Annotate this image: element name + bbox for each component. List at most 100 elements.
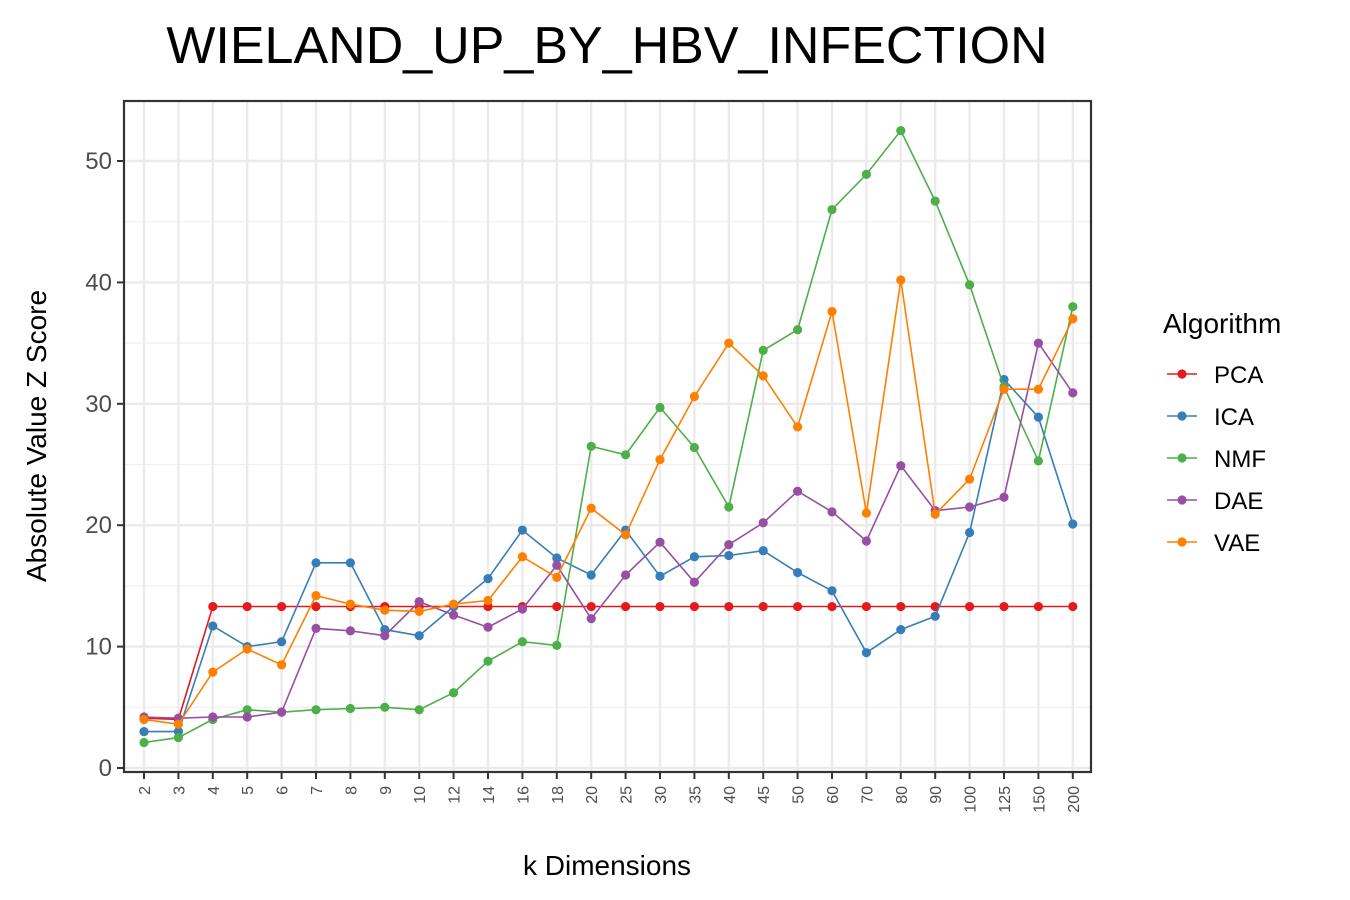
data-point-nmf: [345, 703, 355, 714]
data-point-nmf: [552, 640, 562, 650]
legend-key-point: [1177, 411, 1187, 421]
legend-label: PCA: [1214, 362, 1263, 389]
x-tick-label: 10: [412, 786, 429, 804]
data-point-dae: [208, 712, 218, 722]
x-tick-label: 3: [171, 786, 188, 795]
x-tick-label: 35: [687, 786, 704, 804]
x-tick-label: 2: [137, 786, 154, 795]
chart-title: WIELAND_UP_BY_HBV_INFECTION: [166, 17, 1047, 75]
data-point-ica: [414, 631, 424, 641]
data-point-vae: [173, 719, 183, 729]
data-point-dae: [552, 560, 562, 570]
data-point-nmf: [758, 345, 768, 355]
data-point-ica: [1033, 412, 1043, 422]
x-tick-label: 45: [756, 786, 773, 804]
y-tick-label: 10: [85, 634, 112, 661]
y-tick-label: 0: [99, 755, 112, 782]
x-tick-label: 9: [378, 786, 395, 795]
data-point-ica: [483, 574, 493, 584]
data-point-vae: [896, 275, 906, 285]
x-tick-label: 12: [447, 786, 464, 804]
x-tick-label: 125: [997, 786, 1014, 813]
data-point-vae: [311, 591, 321, 601]
data-point-pca: [999, 601, 1009, 612]
x-tick-label: 25: [619, 786, 636, 804]
data-point-nmf: [621, 450, 631, 460]
data-point-nmf: [930, 196, 940, 206]
data-point-ica: [345, 558, 355, 568]
x-tick-label: 4: [206, 786, 223, 795]
x-tick-label: 40: [722, 786, 739, 804]
legend-title: Algorithm: [1163, 308, 1281, 339]
data-point-dae: [449, 610, 459, 620]
data-point-vae: [242, 644, 252, 654]
data-point-vae: [689, 391, 700, 402]
data-point-vae: [793, 422, 803, 432]
data-point-dae: [345, 626, 355, 636]
data-point-nmf: [173, 733, 183, 743]
series-layer: [139, 126, 1078, 748]
data-point-nmf: [1033, 456, 1043, 466]
data-point-nmf: [517, 637, 528, 647]
data-point-nmf: [655, 402, 665, 413]
series-line-dae: [143, 341, 1074, 720]
data-point-dae: [793, 486, 803, 496]
data-point-vae: [277, 660, 287, 670]
data-point-dae: [517, 604, 528, 614]
data-point-dae: [999, 492, 1009, 502]
data-point-dae: [586, 614, 596, 624]
data-point-dae: [896, 461, 906, 471]
x-tick-label: 60: [825, 786, 842, 804]
data-point-dae: [861, 536, 872, 546]
data-point-ica: [586, 570, 596, 580]
data-point-pca: [208, 601, 218, 612]
x-tick-label: 20: [584, 786, 601, 804]
data-point-ica: [827, 586, 837, 596]
data-point-vae: [517, 552, 528, 562]
data-point-dae: [758, 518, 768, 528]
data-point-vae: [345, 599, 355, 609]
data-point-vae: [483, 595, 493, 606]
data-point-ica: [965, 527, 975, 538]
data-point-vae: [758, 371, 768, 381]
legend-key-point: [1177, 369, 1187, 379]
data-point-pca: [311, 601, 321, 612]
data-point-pca: [793, 601, 803, 612]
data-point-dae: [311, 623, 321, 633]
plot-border: [122, 99, 1093, 774]
data-point-nmf: [449, 688, 459, 698]
data-point-ica: [139, 726, 149, 737]
data-point-ica: [311, 558, 321, 568]
data-point-vae: [1033, 384, 1043, 394]
data-point-vae: [414, 606, 424, 616]
data-point-dae: [483, 622, 493, 632]
legend-item-dae: DAE: [1167, 488, 1263, 515]
x-tick-label: 50: [791, 786, 808, 804]
legend-item-pca: PCA: [1167, 362, 1263, 389]
data-point-ica: [517, 525, 528, 535]
data-point-pca: [1068, 601, 1078, 612]
data-point-vae: [965, 474, 975, 484]
x-tick-label: 6: [275, 786, 292, 795]
x-tick-label: 150: [1031, 786, 1048, 813]
x-axis-title: k Dimensions: [523, 850, 691, 881]
data-point-ica: [861, 648, 872, 658]
x-tick-label: 8: [343, 786, 360, 795]
x-tick-label: 200: [1066, 786, 1083, 813]
data-point-ica: [655, 571, 665, 581]
data-point-nmf: [793, 325, 803, 335]
y-tick-label: 50: [85, 148, 112, 175]
legend-item-vae: VAE: [1167, 530, 1260, 557]
data-point-ica: [724, 550, 734, 561]
legend: Algorithm PCA ICA NMF DAE VAE: [1163, 308, 1281, 557]
data-point-pca: [621, 601, 631, 612]
data-point-pca: [758, 601, 768, 612]
data-point-ica: [896, 625, 906, 635]
data-point-dae: [827, 507, 837, 517]
data-point-nmf: [965, 280, 975, 290]
data-point-pca: [896, 601, 906, 612]
legend-key-point: [1177, 453, 1187, 463]
data-point-nmf: [689, 442, 700, 453]
data-point-pca: [724, 601, 734, 612]
